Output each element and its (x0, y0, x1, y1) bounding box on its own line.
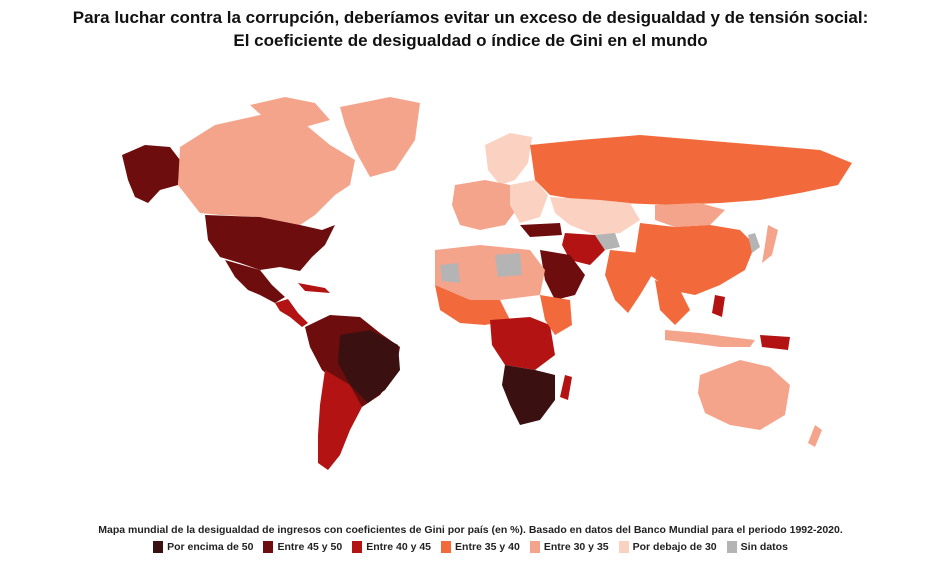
region-korea (748, 233, 760, 253)
region-central-africa (490, 317, 555, 370)
region-southeast-asia (655, 280, 690, 325)
title-line-1: Para luchar contra la corrupción, deberí… (72, 8, 869, 27)
region-canada (178, 115, 355, 225)
legend-label: Entre 40 y 45 (366, 541, 432, 553)
region-turkey (520, 223, 562, 237)
region-mongolia (655, 203, 725, 227)
legend-label: Entre 45 y 50 (277, 541, 343, 553)
title-line-2: El coeficiente de desigualdad o índice d… (233, 31, 708, 50)
region-central-asia (550, 197, 640, 235)
legend-swatch (153, 541, 164, 553)
legend-swatch (263, 541, 274, 553)
region-russia (530, 135, 852, 205)
region-east-africa (540, 295, 572, 335)
region-philippines (712, 295, 725, 317)
region-china (635, 223, 755, 295)
map-legend: Por encima de 50 Entre 45 y 50 Entre 40 … (0, 541, 941, 553)
region-madagascar (560, 375, 572, 400)
legend-swatch (352, 541, 363, 553)
region-central-america (275, 299, 308, 327)
region-japan (762, 225, 778, 263)
region-afghanistan (595, 233, 620, 250)
region-south-america-south (318, 370, 362, 470)
region-caribbean (298, 283, 330, 293)
map-title: Para luchar contra la corrupción, deberí… (0, 6, 941, 52)
region-arabia (540, 250, 585, 300)
world-map (122, 97, 852, 470)
region-southern-africa (502, 365, 555, 425)
legend-item-below-30: Por debajo de 30 (618, 541, 717, 553)
legend-swatch (441, 541, 452, 553)
map-caption: Mapa mundial de la desigualdad de ingres… (98, 524, 843, 536)
legend-swatch (529, 541, 540, 553)
region-west-africa (435, 285, 510, 325)
legend-swatch (618, 541, 629, 553)
legend-item-40-45: Entre 40 y 45 (352, 541, 431, 553)
legend-item-above-50: Por encima de 50 (153, 541, 253, 553)
region-indonesia (665, 330, 755, 347)
region-papua (760, 335, 790, 350)
region-eastern-europe (510, 180, 548, 223)
legend-label: Entre 30 y 35 (543, 541, 609, 553)
region-australia (698, 360, 790, 430)
legend-item-no-data: Sin datos (726, 541, 788, 553)
region-canada-islands (250, 97, 330, 127)
legend-item-35-40: Entre 35 y 40 (441, 541, 520, 553)
region-mexico (225, 260, 285, 303)
region-india (605, 250, 655, 313)
region-new-zealand (808, 425, 822, 447)
region-western-europe (452, 180, 520, 230)
legend-label: Entre 35 y 40 (455, 541, 520, 553)
legend-swatch (726, 541, 737, 553)
legend-item-45-50: Entre 45 y 50 (263, 541, 342, 553)
legend-label: Por encima de 50 (167, 541, 254, 553)
region-greenland (340, 97, 420, 177)
region-libya-nodata (495, 253, 522, 277)
legend-label: Sin datos (740, 541, 788, 553)
legend-label: Por debajo de 30 (632, 541, 717, 553)
legend-item-30-35: Entre 30 y 35 (529, 541, 609, 553)
region-brazil (338, 330, 400, 403)
region-alaska (122, 145, 180, 203)
region-sahara-nodata (440, 263, 460, 283)
region-usa (205, 215, 335, 271)
region-scandinavia (485, 133, 532, 185)
region-iran (562, 233, 605, 265)
